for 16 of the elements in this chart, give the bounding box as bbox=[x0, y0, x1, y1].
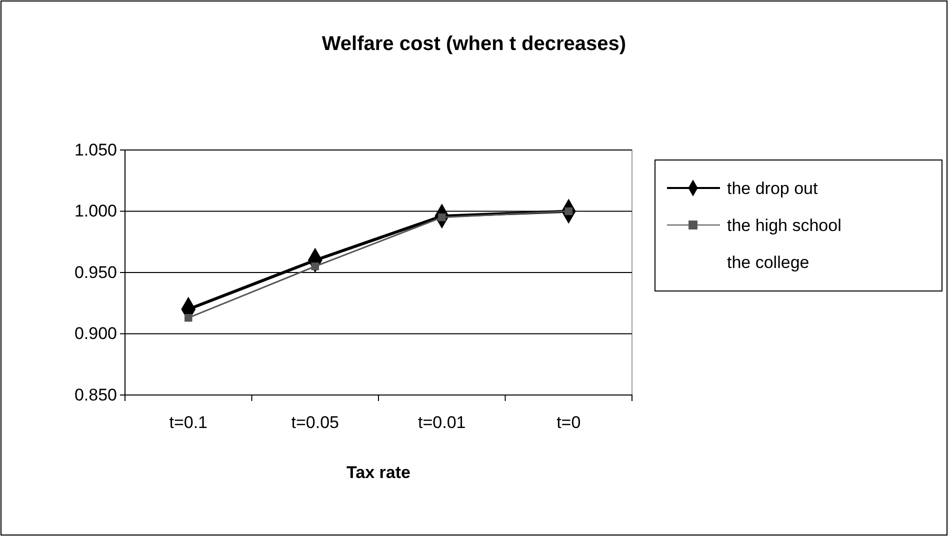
point bbox=[311, 262, 319, 270]
legend-label: the drop out bbox=[727, 179, 818, 198]
legend-label: the high school bbox=[727, 216, 842, 235]
chart-title: Welfare cost (when t decreases) bbox=[322, 33, 626, 55]
text: the college bbox=[727, 253, 810, 272]
x-tick-label: t=0.05 bbox=[291, 413, 339, 432]
x-axis-title: Tax rate bbox=[346, 463, 410, 482]
x-tick-label: t=0.1 bbox=[169, 413, 208, 432]
y-tick-label: 1.000 bbox=[74, 202, 117, 221]
y-tick-label: 1.050 bbox=[74, 140, 117, 160]
point bbox=[184, 314, 192, 322]
x-tick-label: t=0 bbox=[556, 413, 581, 432]
x-tick-label: t=0.01 bbox=[418, 413, 466, 432]
y-tick-label: 0.900 bbox=[74, 324, 117, 344]
y-tick-label: 0.950 bbox=[74, 262, 117, 282]
y-tick-label: 0.850 bbox=[74, 385, 117, 404]
